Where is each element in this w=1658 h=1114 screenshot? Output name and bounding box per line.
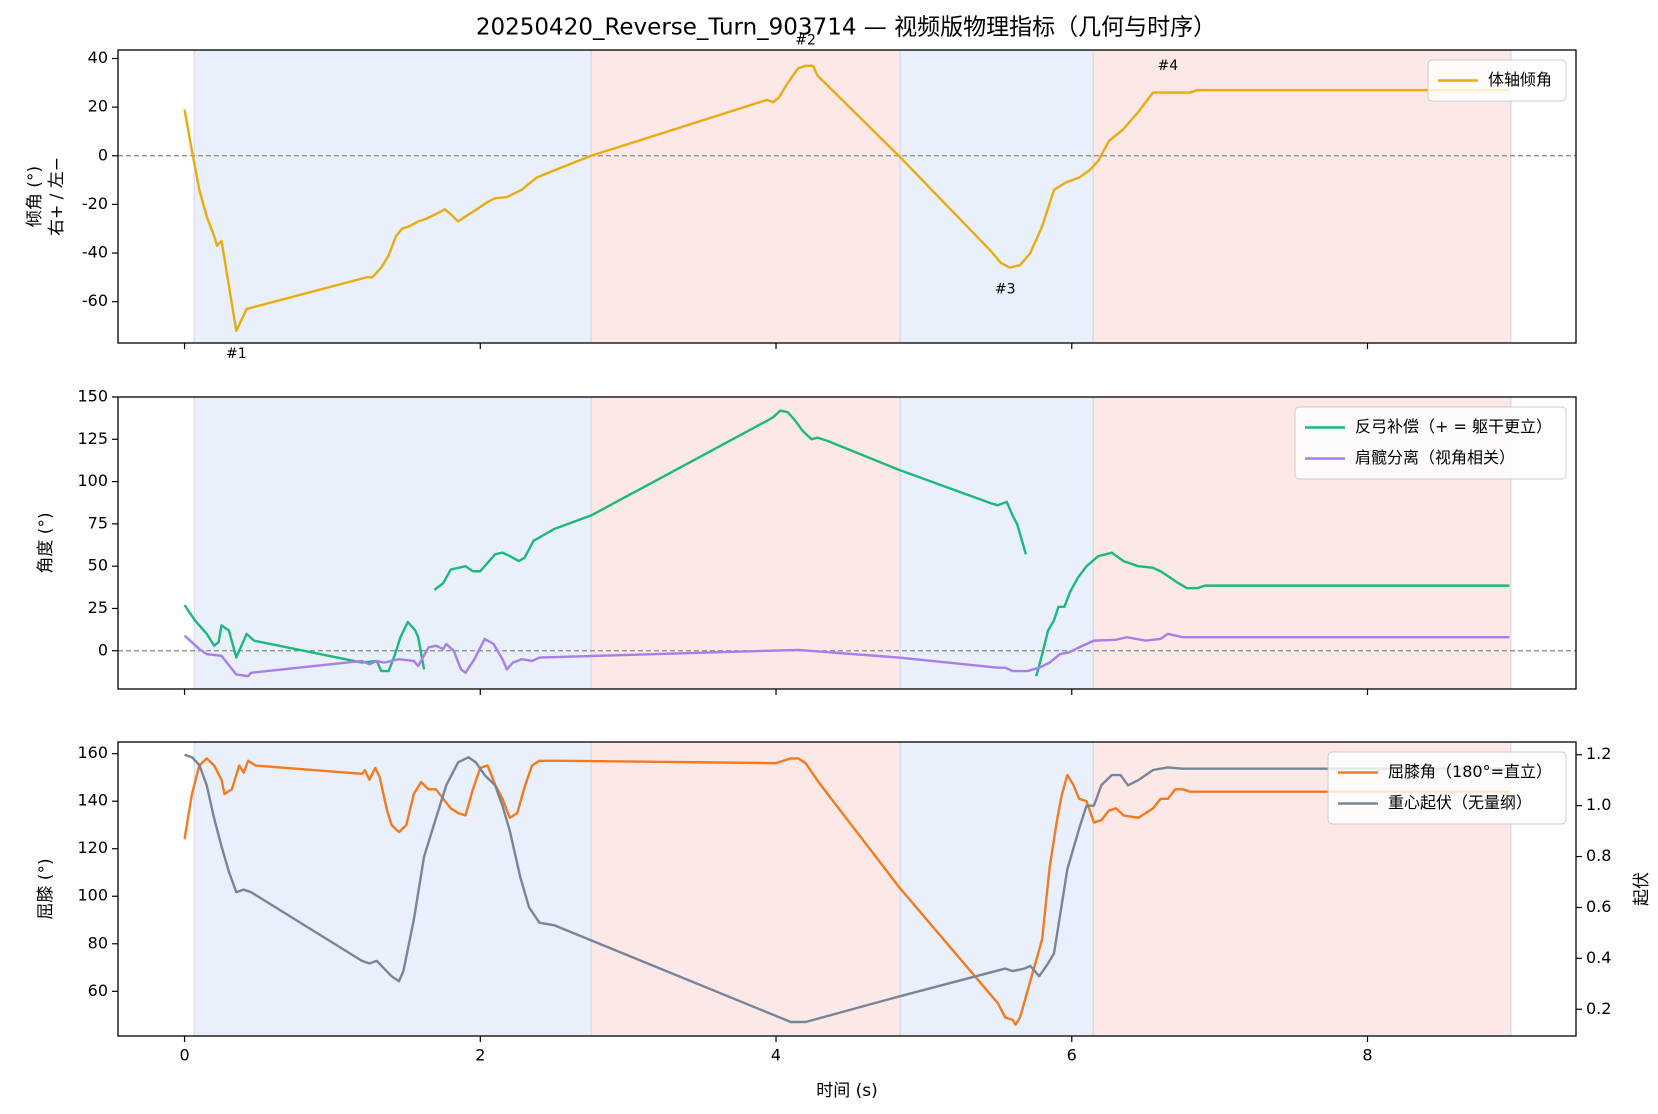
legend-label: 反弓补偿（+ = 躯干更立） [1355, 417, 1552, 436]
y2-tick-label: 1.0 [1586, 795, 1611, 814]
y-tick-label: 0 [98, 145, 108, 164]
figure-title: 20250420_Reverse_Turn_903714 — 视频版物理指标（几… [476, 15, 1216, 41]
phase-band [590, 741, 901, 1037]
y-tick-label: 20 [88, 97, 108, 116]
phase-band [590, 49, 901, 344]
annotation: #3 [995, 282, 1016, 298]
y-tick-label: -20 [82, 194, 108, 213]
y-tick-label: 50 [88, 556, 108, 575]
annotation: #2 [795, 33, 816, 49]
y-tick-label: 60 [88, 981, 108, 1000]
x-axis-label: 时间 (s) [816, 1081, 878, 1101]
y-tick-label: 75 [88, 513, 108, 532]
y2-tick-label: 0.6 [1586, 897, 1611, 916]
x-tick-label: 6 [1067, 1046, 1077, 1065]
phase-band [193, 396, 592, 690]
legend-label: 屈膝角（180°=直立） [1388, 762, 1552, 781]
plot-frame [117, 49, 1577, 344]
legend: 体轴倾角 [1427, 59, 1567, 102]
plot-frame [117, 396, 1577, 690]
legend-box [1294, 406, 1567, 480]
series-line [183, 632, 1510, 678]
legend-label: 体轴倾角 [1488, 70, 1552, 89]
y-tick-label: 40 [88, 48, 108, 67]
series-line [184, 753, 1510, 1024]
legend-box [1327, 751, 1567, 825]
y-tick-label: 25 [88, 598, 108, 617]
phase-band [899, 396, 1094, 690]
y-tick-label: -60 [82, 291, 108, 310]
y2-axis-label: 起伏 [1632, 872, 1652, 906]
y-tick-label: 150 [77, 387, 108, 406]
y-axis-label: 右+ / 左− [47, 157, 67, 236]
y-tick-label: 120 [77, 838, 108, 857]
y-tick-label: 80 [88, 933, 108, 952]
y2-tick-label: 0.4 [1586, 948, 1611, 967]
legend: 反弓补偿（+ = 躯干更立） 肩髋分离（视角相关） [1294, 406, 1567, 480]
annotation: #4 [1158, 58, 1179, 74]
legend: 屈膝角（180°=直立） 重心起伏（无量纲） [1327, 751, 1567, 825]
y-tick-label: 160 [77, 743, 108, 762]
phase-band [193, 49, 592, 344]
y-axis-label: 屈膝 (°) [36, 858, 56, 919]
series-line [183, 409, 1510, 677]
phase-band [193, 741, 592, 1037]
y-axis-label: 倾角 (°) [25, 166, 45, 227]
y2-tick-label: 0.2 [1586, 999, 1611, 1018]
y2-tick-label: 1.2 [1586, 744, 1611, 763]
series-line [183, 757, 1510, 1026]
legend-box [1427, 59, 1567, 102]
x-tick-label: 2 [475, 1046, 485, 1065]
x-tick-label: 0 [179, 1046, 189, 1065]
y-tick-label: 140 [77, 791, 108, 810]
legend-label: 重心起伏（无量纲） [1388, 793, 1532, 812]
y-tick-label: 100 [77, 886, 108, 905]
annotation: #1 [226, 346, 247, 362]
y-tick-label: -40 [82, 243, 108, 262]
phase-band [899, 49, 1094, 344]
series-line [183, 64, 1510, 333]
y-tick-label: 100 [77, 471, 108, 490]
x-tick-label: 4 [771, 1046, 781, 1065]
plot-frame [117, 741, 1577, 1037]
y-axis-label: 角度 (°) [36, 512, 56, 573]
legend-label: 肩髋分离（视角相关） [1355, 448, 1515, 467]
y-tick-label: 125 [77, 429, 108, 448]
phase-band [590, 396, 901, 690]
y-tick-label: 0 [98, 640, 108, 659]
x-tick-label: 8 [1362, 1046, 1372, 1065]
y2-tick-label: 0.8 [1586, 846, 1611, 865]
